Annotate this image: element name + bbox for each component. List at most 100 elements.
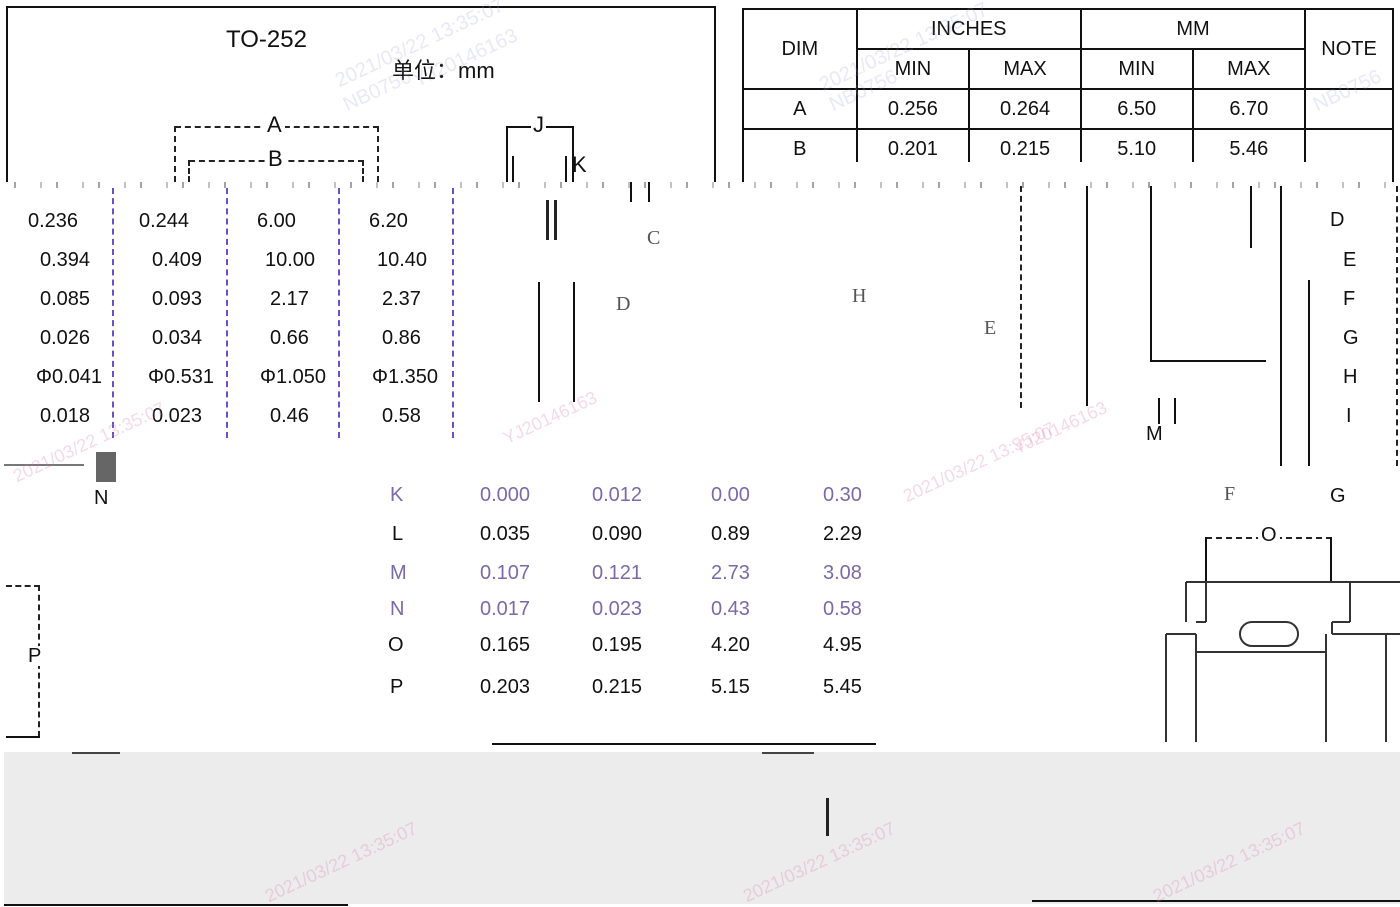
dimension-b-label: B	[265, 148, 286, 170]
frag-mm-min: 0.46	[270, 405, 309, 427]
row-dim: M	[390, 562, 407, 584]
m-tick-b	[1174, 398, 1176, 424]
n-line	[4, 464, 84, 466]
row-mm-min: 4.20	[711, 634, 750, 656]
band-dash-left	[72, 752, 120, 754]
col-inches-header: INCHES	[855, 8, 1082, 50]
row-in-max: 0.264	[968, 88, 1082, 130]
m-tick-a	[1158, 398, 1160, 424]
row-dim: O	[388, 634, 404, 656]
label-n: N	[94, 487, 109, 509]
frag-in-max: Φ0.531	[148, 366, 215, 388]
frag-in-max: 0.034	[152, 327, 203, 349]
frag-in-max: 0.093	[152, 288, 203, 310]
dimension-a-right	[377, 126, 379, 182]
pin-edge-left	[538, 282, 540, 402]
frag-in-min: 0.018	[40, 405, 91, 427]
frag-mm-min: 2.17	[270, 288, 309, 310]
col-mm-max: MAX	[1191, 48, 1307, 90]
band-dash-mid	[762, 752, 814, 754]
dimension-a-left	[174, 126, 176, 182]
right-letter-d: D	[1330, 209, 1345, 231]
row-in-min: 0.203	[480, 676, 531, 698]
band-mark	[826, 798, 829, 836]
row-mm-max: 0.30	[823, 484, 862, 506]
frag-in-min: 0.026	[40, 327, 91, 349]
row-mm-max: 2.29	[823, 523, 862, 545]
tab-bottom	[1150, 360, 1266, 362]
frag-mm-min: 0.66	[270, 327, 309, 349]
row-dim: A	[742, 88, 858, 130]
label-g: G	[1330, 485, 1346, 507]
row-mm-max: 5.45	[823, 676, 862, 698]
dimension-b-left	[188, 160, 190, 182]
row-in-min: 0.165	[480, 634, 531, 656]
frag-in-max: 0.244	[139, 210, 190, 232]
frag-mm-max: 6.20	[369, 210, 408, 232]
label-c: C	[647, 227, 661, 249]
row-mm-min: 0.00	[711, 484, 750, 506]
right-letter-f: F	[1343, 288, 1356, 310]
label-e: E	[984, 317, 997, 339]
body-edge-right	[1086, 186, 1088, 406]
label-d: D	[616, 293, 631, 315]
frag-in-min: 0.236	[28, 210, 79, 232]
frag-mm-min: 10.00	[265, 249, 316, 271]
body-edge-short	[630, 182, 632, 202]
row-mm-max: 0.58	[823, 598, 862, 620]
package-side-view	[1165, 581, 1400, 742]
row-in-max: 0.195	[592, 634, 643, 656]
body-dashed-edge	[1020, 186, 1022, 408]
row-mm-min: 6.50	[1079, 88, 1194, 130]
column-divider-4	[452, 188, 454, 438]
package-outline-frame	[6, 6, 716, 182]
column-divider-1	[112, 188, 114, 438]
row-mm-max: 3.08	[823, 562, 862, 584]
right-letter-h: H	[1343, 366, 1358, 388]
row-in-max: 0.215	[592, 676, 643, 698]
pin-line-a	[546, 200, 549, 240]
watermark-id-5: YJ20146163	[500, 387, 601, 449]
dimension-j-label: J	[531, 112, 546, 137]
glitch-strip	[0, 182, 1400, 188]
lower-table-bottom-rule	[492, 743, 876, 745]
row-mm-min: 0.89	[711, 523, 750, 545]
pin-line-b	[554, 200, 557, 240]
watermark-id-6: YJ20146163	[1010, 397, 1111, 459]
label-h: H	[852, 285, 867, 307]
table-row: A 0.256 0.264 6.50 6.70	[742, 88, 1394, 130]
row-in-min: 0.107	[480, 562, 531, 584]
row-in-min: 0.256	[855, 88, 971, 130]
row-dim: P	[390, 676, 404, 698]
unit-label: 单位：mm	[392, 58, 495, 83]
frag-mm-max: 0.86	[382, 327, 421, 349]
label-p: P	[28, 645, 42, 667]
bottom-gray-band	[4, 752, 1400, 904]
column-divider-3	[338, 188, 340, 438]
col-inches-max: MAX	[968, 48, 1082, 90]
dimension-j-right	[572, 126, 574, 182]
body-edge-short-2	[648, 182, 650, 202]
lead-dashed	[1396, 186, 1398, 466]
band-rule-1	[4, 904, 348, 906]
col-mm-min: MIN	[1079, 48, 1194, 90]
frag-mm-max: 2.37	[382, 288, 421, 310]
package-title: TO-252	[226, 26, 307, 53]
o-dim-left	[1205, 537, 1207, 581]
col-mm-header: MM	[1079, 8, 1307, 50]
row-dim: N	[390, 598, 405, 620]
lead-edge-3	[1308, 280, 1310, 466]
row-mm-max: 6.70	[1191, 88, 1307, 130]
dimension-k-tick-a	[512, 156, 514, 182]
frag-in-min: 0.085	[40, 288, 91, 310]
row-dim: L	[392, 523, 404, 545]
lead-edge-2	[1280, 186, 1282, 466]
frag-in-max: 0.023	[152, 405, 203, 427]
dimension-k-label: K	[572, 152, 587, 177]
row-in-max: 0.090	[592, 523, 643, 545]
col-dim-header: DIM	[742, 8, 858, 90]
frag-in-min: Φ0.041	[36, 366, 103, 388]
p-dim-bottom	[6, 736, 40, 738]
label-m: M	[1146, 423, 1163, 445]
row-mm-min: 2.73	[711, 562, 750, 584]
